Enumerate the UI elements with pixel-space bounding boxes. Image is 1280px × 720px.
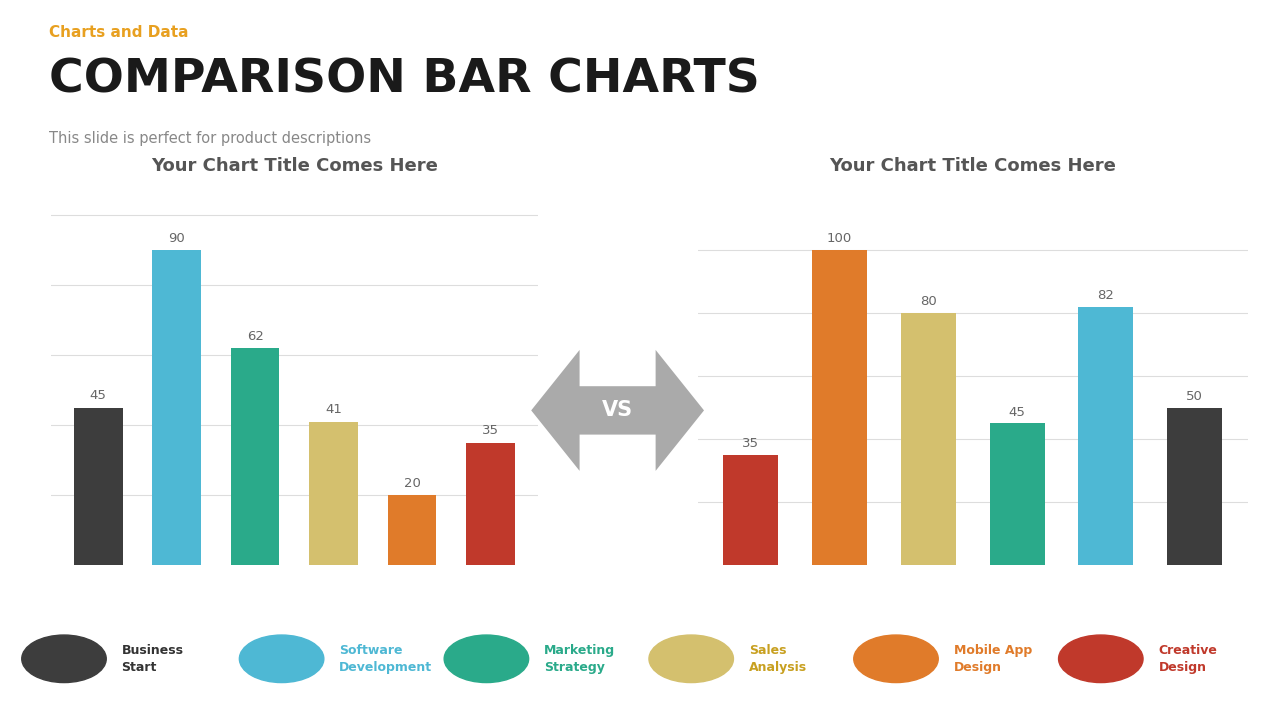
Text: 100: 100 — [827, 233, 852, 246]
Bar — [901, 313, 956, 565]
Text: 90: 90 — [169, 232, 186, 245]
Text: COMPARISON BAR CHARTS: COMPARISON BAR CHARTS — [49, 58, 759, 102]
Bar — [310, 422, 358, 565]
Bar — [466, 443, 515, 565]
Text: 62: 62 — [247, 330, 264, 343]
Bar — [230, 348, 279, 565]
Text: 20: 20 — [403, 477, 421, 490]
Title: Your Chart Title Comes Here: Your Chart Title Comes Here — [829, 156, 1116, 174]
Title: Your Chart Title Comes Here: Your Chart Title Comes Here — [151, 156, 438, 174]
Text: 35: 35 — [742, 437, 759, 450]
Text: 41: 41 — [325, 403, 342, 416]
Polygon shape — [531, 350, 704, 471]
Text: 35: 35 — [483, 425, 499, 438]
Text: Business
Start: Business Start — [122, 644, 183, 674]
Text: This slide is perfect for product descriptions: This slide is perfect for product descri… — [49, 131, 371, 146]
Text: Software
Development: Software Development — [339, 644, 433, 674]
Bar — [1079, 307, 1134, 565]
Text: 45: 45 — [90, 390, 106, 402]
Text: Sales
Analysis: Sales Analysis — [749, 644, 806, 674]
Text: Mobile App
Design: Mobile App Design — [954, 644, 1032, 674]
Text: Creative
Design: Creative Design — [1158, 644, 1217, 674]
Bar — [812, 251, 867, 565]
Bar — [74, 408, 123, 565]
Text: Charts and Data: Charts and Data — [49, 25, 188, 40]
Text: 45: 45 — [1009, 406, 1025, 419]
Bar — [989, 423, 1044, 565]
Bar — [723, 455, 778, 565]
Text: 80: 80 — [920, 295, 937, 308]
Bar — [388, 495, 436, 565]
Bar — [1167, 408, 1222, 565]
Text: 50: 50 — [1187, 390, 1203, 403]
Text: Marketing
Strategy: Marketing Strategy — [544, 644, 616, 674]
Text: 82: 82 — [1097, 289, 1115, 302]
Text: VS: VS — [602, 400, 634, 420]
Bar — [152, 251, 201, 565]
